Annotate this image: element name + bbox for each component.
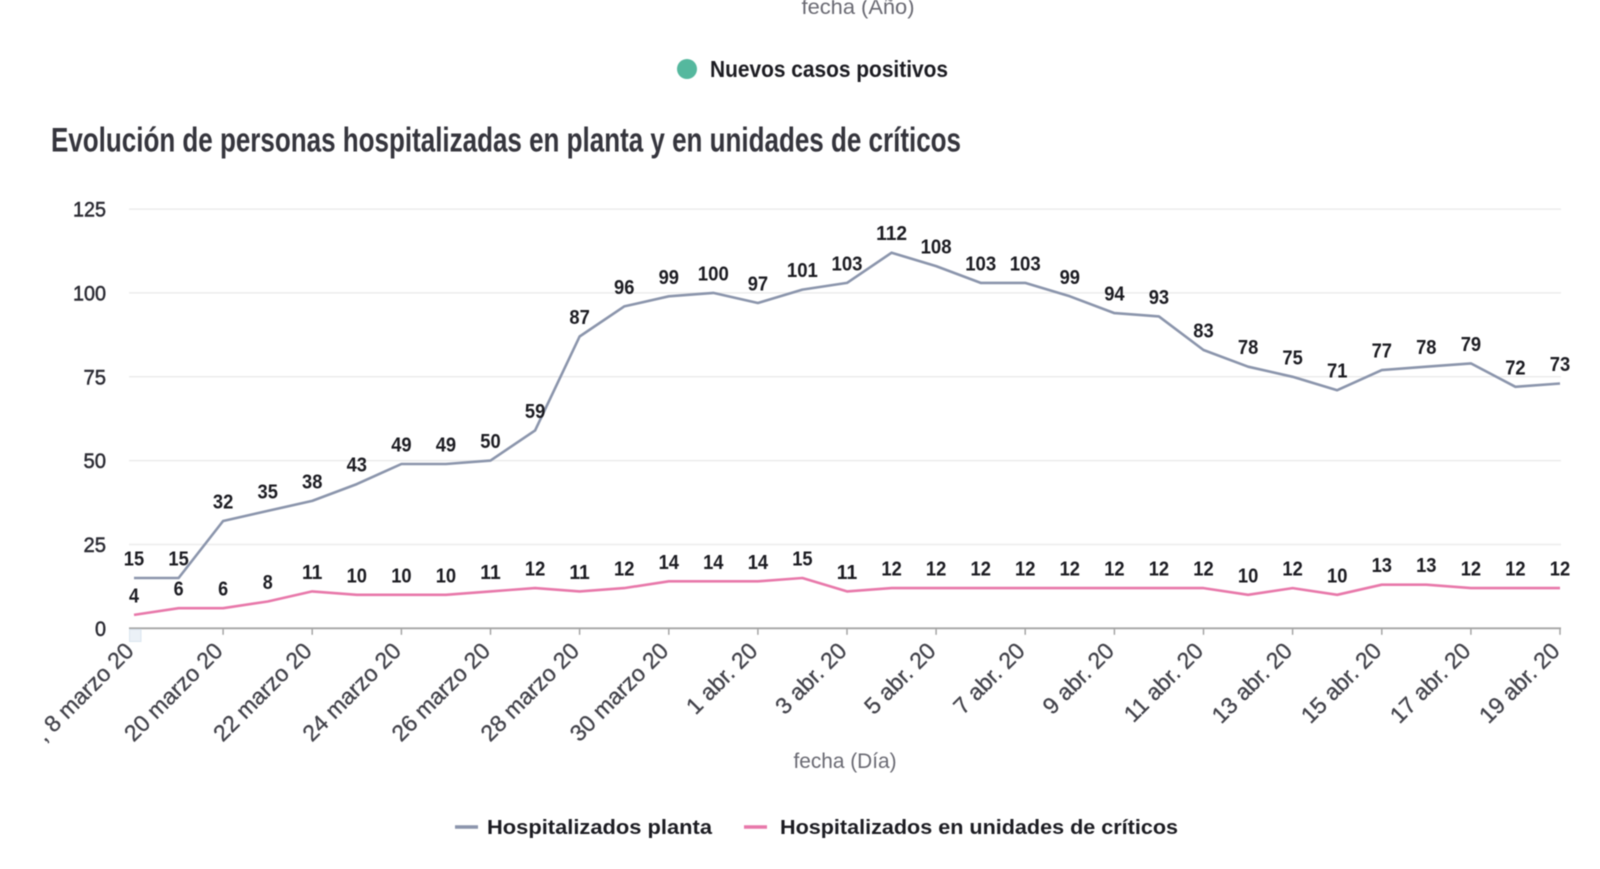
svg-text:59: 59	[525, 400, 545, 423]
svg-text:8: 8	[263, 571, 273, 594]
svg-text:25: 25	[84, 534, 107, 557]
svg-text:12: 12	[1505, 558, 1525, 581]
svg-text:96: 96	[614, 276, 634, 299]
svg-text:79: 79	[1461, 333, 1481, 356]
svg-text:100: 100	[73, 282, 106, 305]
svg-text:4: 4	[129, 584, 140, 607]
svg-text:97: 97	[748, 273, 768, 296]
svg-text:12: 12	[1461, 558, 1481, 581]
svg-text:13: 13	[1372, 554, 1392, 577]
svg-text:103: 103	[965, 252, 996, 275]
svg-text:Evolución de personas hospital: Evolución de personas hospitalizadas en …	[51, 122, 961, 160]
svg-text:Hospitalizados en unidades de: Hospitalizados en unidades de críticos	[780, 817, 1178, 839]
svg-text:14: 14	[748, 551, 769, 574]
svg-text:99: 99	[659, 266, 679, 289]
svg-text:78: 78	[1238, 336, 1258, 359]
svg-text:100: 100	[698, 262, 729, 285]
svg-text:12: 12	[614, 558, 634, 581]
svg-text:11: 11	[837, 561, 857, 584]
svg-text:12: 12	[1193, 558, 1213, 581]
svg-text:112: 112	[876, 222, 907, 245]
svg-text:15: 15	[124, 548, 144, 571]
svg-text:15: 15	[168, 548, 188, 571]
svg-text:75: 75	[1282, 346, 1302, 369]
svg-text:78: 78	[1416, 336, 1436, 359]
svg-text:10: 10	[347, 564, 367, 587]
svg-text:49: 49	[391, 434, 411, 457]
svg-text:94: 94	[1104, 283, 1125, 306]
svg-text:14: 14	[703, 551, 724, 574]
svg-text:11: 11	[569, 561, 589, 584]
svg-text:50: 50	[84, 450, 107, 473]
svg-text:fecha (Año): fecha (Año)	[802, 0, 915, 19]
svg-text:49: 49	[436, 434, 456, 457]
svg-text:72: 72	[1505, 356, 1525, 379]
svg-text:fecha (Día): fecha (Día)	[794, 750, 897, 773]
svg-text:77: 77	[1372, 340, 1392, 363]
svg-text:0: 0	[95, 618, 106, 641]
svg-text:12: 12	[525, 558, 545, 581]
svg-text:Hospitalizados planta: Hospitalizados planta	[487, 817, 713, 839]
svg-text:50: 50	[480, 430, 500, 453]
svg-text:75: 75	[84, 366, 107, 389]
svg-text:10: 10	[1327, 564, 1347, 587]
svg-text:35: 35	[258, 480, 278, 503]
svg-text:10: 10	[391, 564, 411, 587]
svg-text:10: 10	[436, 564, 456, 587]
svg-text:11: 11	[302, 561, 322, 584]
svg-text:15: 15	[792, 548, 812, 571]
svg-text:6: 6	[218, 578, 228, 601]
svg-text:103: 103	[832, 252, 863, 275]
svg-text:12: 12	[926, 558, 946, 581]
svg-text:93: 93	[1149, 286, 1169, 309]
svg-text:13: 13	[1416, 554, 1436, 577]
svg-text:12: 12	[1015, 558, 1035, 581]
svg-text:43: 43	[347, 454, 367, 477]
svg-text:12: 12	[1282, 558, 1302, 581]
svg-text:6: 6	[174, 578, 184, 601]
svg-text:103: 103	[1010, 252, 1041, 275]
svg-text:Nuevos casos positivos: Nuevos casos positivos	[710, 56, 948, 82]
svg-text:83: 83	[1193, 320, 1213, 343]
svg-text:99: 99	[1060, 266, 1080, 289]
svg-text:108: 108	[921, 236, 952, 259]
svg-text:101: 101	[787, 259, 818, 282]
svg-text:12: 12	[1060, 558, 1080, 581]
svg-text:12: 12	[1104, 558, 1124, 581]
svg-text:38: 38	[302, 470, 322, 493]
svg-text:73: 73	[1550, 353, 1570, 376]
svg-text:10: 10	[1238, 564, 1258, 587]
svg-text:11: 11	[480, 561, 500, 584]
svg-text:14: 14	[659, 551, 680, 574]
svg-text:71: 71	[1327, 360, 1347, 383]
svg-text:87: 87	[569, 306, 589, 329]
svg-text:32: 32	[213, 491, 233, 514]
svg-text:12: 12	[881, 558, 901, 581]
svg-text:12: 12	[1550, 558, 1570, 581]
svg-text:12: 12	[1149, 558, 1169, 581]
svg-text:12: 12	[971, 558, 991, 581]
svg-text:125: 125	[73, 199, 106, 222]
